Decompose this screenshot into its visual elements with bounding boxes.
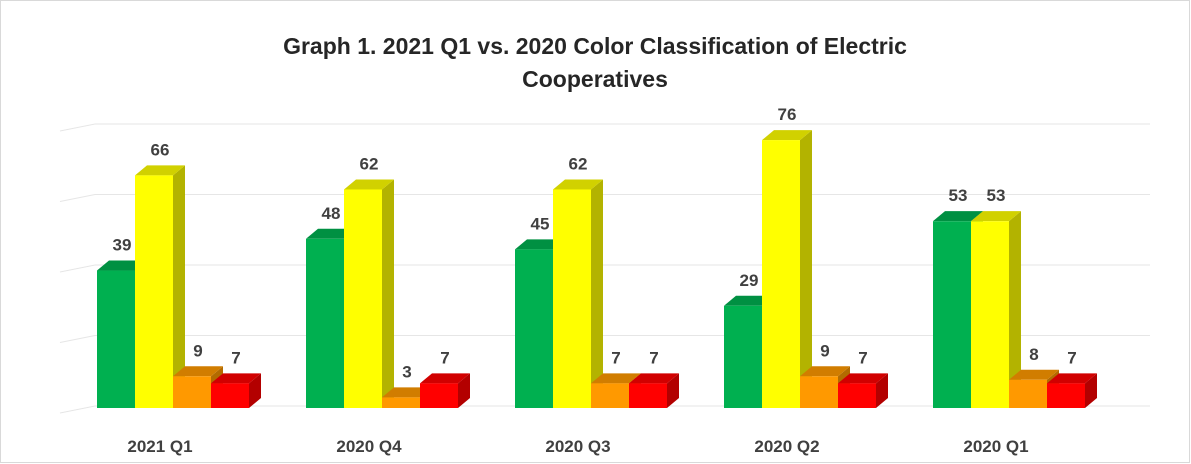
bar-top — [591, 373, 641, 384]
x-tick-label: 2020 Q4 — [336, 437, 402, 456]
bar — [838, 383, 876, 408]
bar — [211, 383, 249, 408]
data-label: 8 — [1029, 345, 1038, 364]
data-label: 7 — [858, 348, 867, 367]
data-label: 9 — [820, 341, 829, 360]
bar-side — [1009, 211, 1021, 408]
bar — [933, 221, 971, 408]
bar — [1047, 383, 1085, 408]
grid-line — [59, 123, 1150, 132]
bar-side — [1085, 373, 1097, 408]
bar-side — [591, 179, 603, 408]
bar — [553, 189, 591, 408]
x-tick-label: 2020 Q2 — [754, 437, 819, 456]
bar-top — [344, 179, 394, 190]
bar-side — [667, 373, 679, 408]
x-tick-label: 2020 Q1 — [963, 437, 1028, 456]
chart-title: Graph 1. 2021 Q1 vs. 2020 Color Classifi… — [283, 33, 907, 92]
bar — [1009, 379, 1047, 408]
bar-top — [135, 165, 185, 176]
bar-top — [97, 260, 147, 271]
bar — [800, 376, 838, 408]
data-label: 7 — [611, 348, 620, 367]
bar — [306, 238, 344, 408]
bar-top — [420, 373, 470, 384]
bar-side — [800, 130, 812, 408]
bar — [173, 376, 211, 408]
data-label: 7 — [231, 348, 240, 367]
bar-side — [173, 165, 185, 408]
bar-side — [876, 373, 888, 408]
data-label: 7 — [440, 348, 449, 367]
data-label: 3 — [402, 362, 411, 381]
data-label: 48 — [322, 204, 341, 223]
bar-top — [724, 295, 774, 306]
bar-top — [971, 211, 1021, 222]
bar-side — [458, 373, 470, 408]
bar-top — [762, 130, 812, 141]
data-label: 53 — [987, 186, 1006, 205]
bar — [382, 397, 420, 408]
data-label: 62 — [360, 154, 379, 173]
data-label: 45 — [531, 214, 550, 233]
bar — [135, 175, 173, 408]
bar — [591, 383, 629, 408]
bar — [762, 140, 800, 408]
bar-side — [249, 373, 261, 408]
bar-top — [382, 387, 432, 398]
bar-side — [382, 179, 394, 408]
bar-top — [1009, 369, 1059, 380]
data-label: 76 — [778, 105, 797, 124]
bar-top — [515, 239, 565, 250]
bar — [97, 270, 135, 408]
bar — [420, 383, 458, 408]
x-tick-label: 2021 Q1 — [127, 437, 192, 456]
data-label: 9 — [193, 341, 202, 360]
bar-top — [800, 366, 850, 377]
bar-top — [1047, 373, 1097, 384]
bar — [629, 383, 667, 408]
bar-top — [306, 228, 356, 239]
bar-top — [838, 373, 888, 384]
bar-top — [211, 373, 261, 384]
x-tick-label: 2020 Q3 — [545, 437, 610, 456]
bar-top — [173, 366, 223, 377]
data-label: 7 — [649, 348, 658, 367]
bar-top — [629, 373, 679, 384]
data-label: 7 — [1067, 348, 1076, 367]
bar-top — [553, 179, 603, 190]
bar-top — [933, 211, 983, 222]
data-label: 39 — [113, 236, 132, 255]
bar — [515, 249, 553, 408]
bar — [971, 221, 1009, 408]
data-label: 62 — [569, 154, 588, 173]
data-label: 53 — [949, 186, 968, 205]
data-label: 66 — [151, 140, 170, 159]
bar — [344, 189, 382, 408]
bar — [724, 305, 762, 408]
data-label: 29 — [740, 271, 759, 290]
